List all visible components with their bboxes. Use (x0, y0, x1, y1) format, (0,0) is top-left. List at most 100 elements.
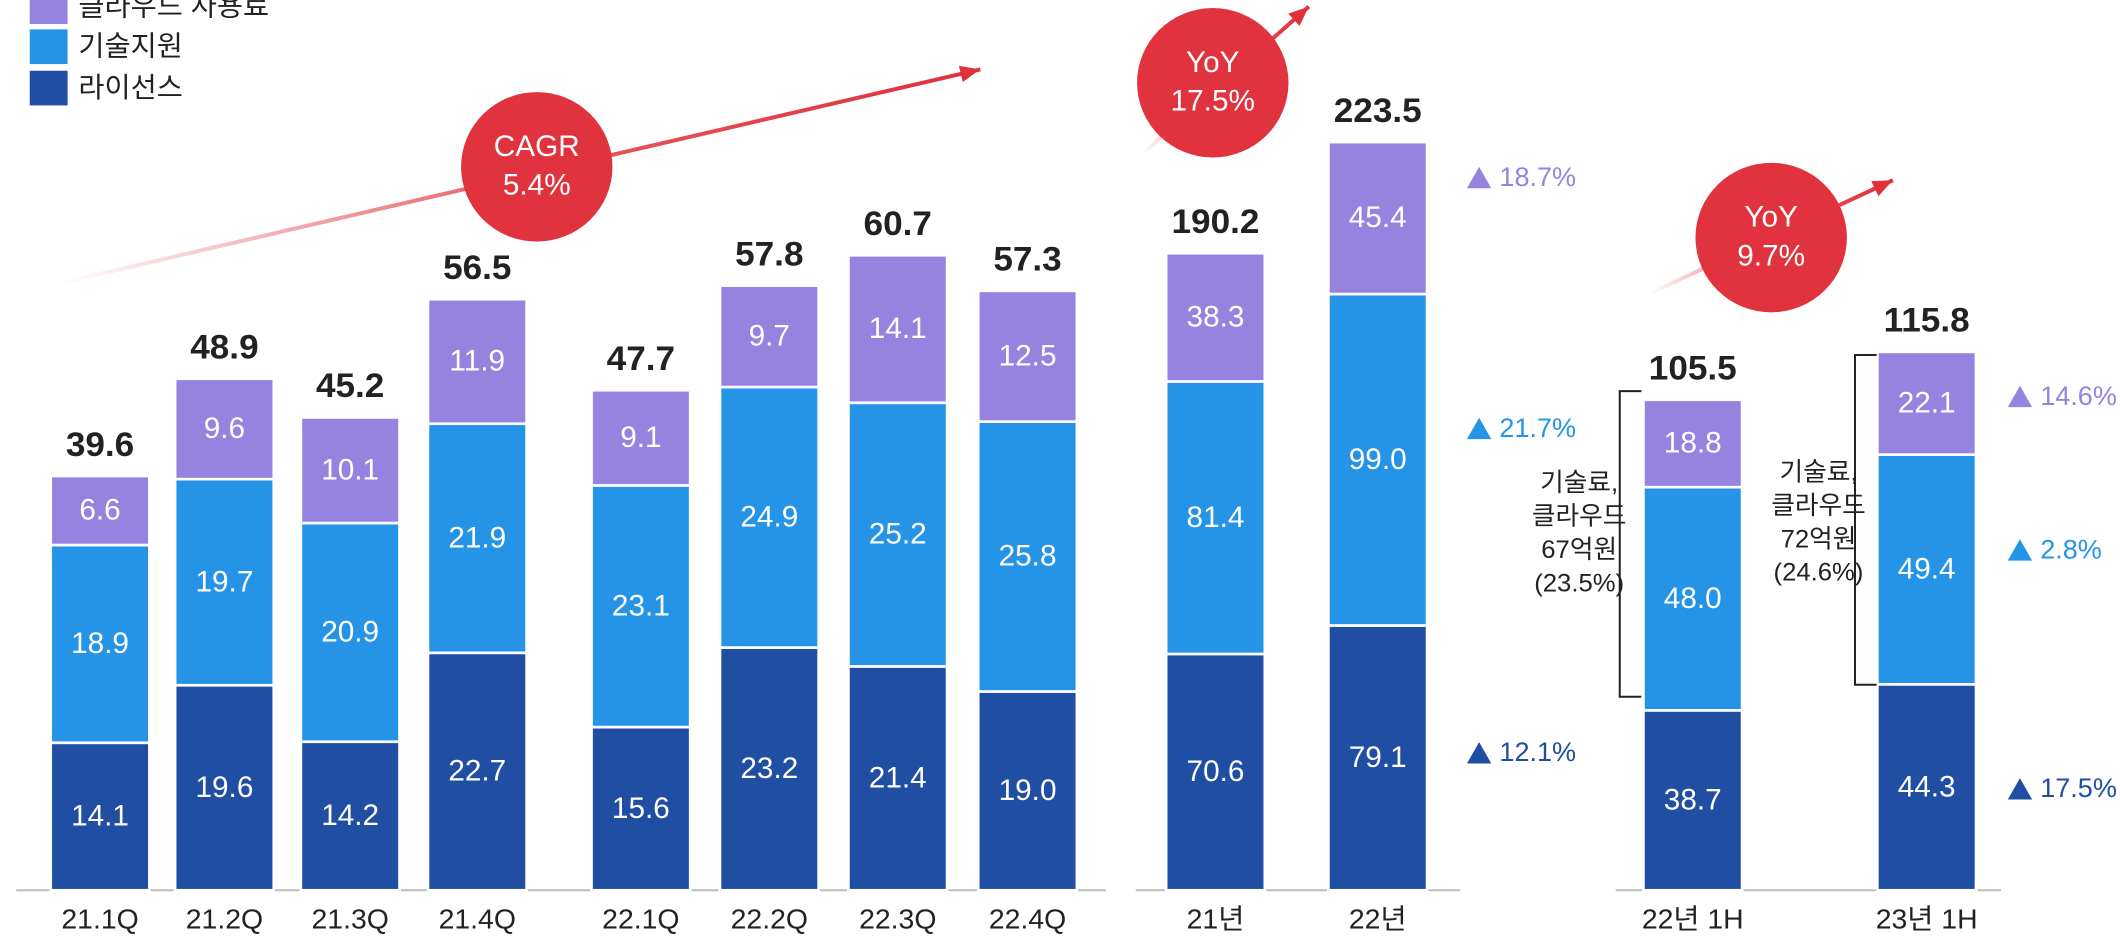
value-label: 12.5 (999, 340, 1057, 373)
x-tick-label: 21.1Q (61, 903, 138, 935)
arrow-head (1871, 180, 1893, 197)
annotation-text: 5.4% (503, 169, 571, 202)
value-label: 18.9 (71, 627, 129, 660)
value-label: 45.4 (1349, 201, 1407, 234)
bar-segment (1875, 682, 1978, 892)
note-text: 기술료, (1779, 459, 1857, 487)
value-label: 49.4 (1898, 553, 1956, 586)
growth-triangle (1466, 166, 1492, 189)
x-tick-label: 22.4Q (989, 903, 1066, 935)
growth-triangle (2007, 539, 2033, 561)
bar-segment (1164, 380, 1267, 656)
bar-segment (1642, 709, 1744, 892)
x-tick-label: 22년 1H (1642, 903, 1744, 935)
value-label: 24.9 (740, 501, 798, 534)
total-label: 190.2 (1172, 202, 1260, 241)
legend-swatch (29, 0, 68, 25)
bracket (1618, 390, 1642, 698)
note-text: (23.5%) (1534, 569, 1624, 597)
growth-label: 21.7% (1499, 413, 1576, 443)
legend-swatch (29, 29, 68, 65)
bar-segment (847, 401, 949, 668)
note-text: 67억원 (1541, 536, 1617, 564)
growth-triangle (1466, 742, 1492, 764)
total-label: 45.2 (316, 366, 384, 405)
note-text: 기술료, (1540, 469, 1618, 497)
growth-label: 17.5% (2040, 773, 2117, 803)
value-label: 81.4 (1187, 501, 1245, 534)
annotation-text: YoY (1186, 46, 1240, 79)
bar-segment (299, 740, 401, 892)
value-label: 18.8 (1664, 427, 1722, 460)
value-label: 99.0 (1349, 443, 1407, 476)
bar-segment (426, 651, 528, 892)
annotation-circle (1695, 162, 1847, 313)
total-label: 47.7 (607, 339, 675, 378)
value-label: 14.1 (869, 312, 927, 345)
x-tick-label: 21.2Q (186, 903, 263, 935)
bar-segment (299, 521, 401, 744)
bar-segment (49, 474, 151, 547)
value-label: 10.1 (321, 454, 379, 487)
bracket (1853, 354, 1877, 686)
value-label: 23.1 (612, 590, 670, 623)
value-label: 38.3 (1187, 301, 1245, 334)
annotation-text: CAGR (494, 130, 580, 163)
value-label: 19.7 (195, 565, 253, 598)
bar-segment (718, 646, 821, 892)
bar-segment (1327, 292, 1429, 627)
value-label: 9.6 (204, 412, 245, 445)
bar-segment (718, 385, 821, 649)
total-label: 48.9 (190, 328, 258, 367)
note-text: 72억원 (1781, 525, 1857, 553)
value-label: 21.9 (448, 522, 506, 555)
bar-segment (299, 416, 401, 525)
bar-segment (1875, 350, 1978, 456)
value-label: 19.0 (999, 774, 1057, 807)
annotation-circle (1137, 8, 1289, 158)
bar-segment (976, 289, 1079, 423)
value-label: 15.6 (612, 792, 670, 825)
x-tick-label: 22.3Q (859, 903, 936, 935)
bar-segment (426, 297, 528, 426)
total-label: 39.6 (66, 425, 134, 464)
total-label: 57.8 (735, 235, 803, 274)
growth-label: 2.8% (2040, 534, 2102, 564)
growth-triangle (2007, 385, 2033, 408)
value-label: 44.3 (1898, 771, 1956, 804)
bar-segment (1164, 652, 1267, 892)
growth-label: 18.7% (1499, 162, 1576, 192)
arrow-head (1288, 6, 1309, 26)
note-text: 클라우드 (1771, 492, 1866, 520)
x-tick-label: 21.3Q (312, 903, 389, 935)
total-label: 115.8 (1884, 301, 1970, 340)
bar-segment (590, 725, 692, 892)
value-label: 19.6 (195, 771, 253, 804)
bar-segment (590, 388, 692, 487)
value-label: 9.1 (620, 421, 661, 454)
value-label: 11.9 (449, 345, 505, 378)
value-label: 70.6 (1187, 755, 1245, 788)
value-label: 21.4 (869, 762, 927, 795)
bar-segment (49, 543, 151, 745)
value-label: 22.1 (1898, 387, 1956, 420)
x-tick-label: 23년 1H (1876, 903, 1978, 935)
value-label: 25.8 (999, 540, 1057, 573)
bar-segment (1642, 485, 1744, 712)
arrow-head (958, 65, 981, 83)
bar-segment (847, 253, 949, 405)
bar-segment (173, 377, 276, 481)
bar-segment (976, 420, 1079, 693)
legend-label: 클라우드 사용료 (78, 0, 269, 21)
growth-label: 12.1% (1499, 737, 1576, 767)
annotation-text: 17.5% (1171, 85, 1255, 118)
legend-label: 기술지원 (78, 30, 182, 62)
growth-label: 14.6% (2040, 381, 2117, 411)
value-label: 14.1 (71, 800, 129, 833)
bar-segment (1875, 453, 1978, 686)
x-tick-label: 22.2Q (731, 903, 808, 935)
annotation-text: 9.7% (1737, 240, 1805, 273)
x-tick-label: 22년 (1349, 903, 1407, 935)
bar-segment (1327, 624, 1429, 892)
